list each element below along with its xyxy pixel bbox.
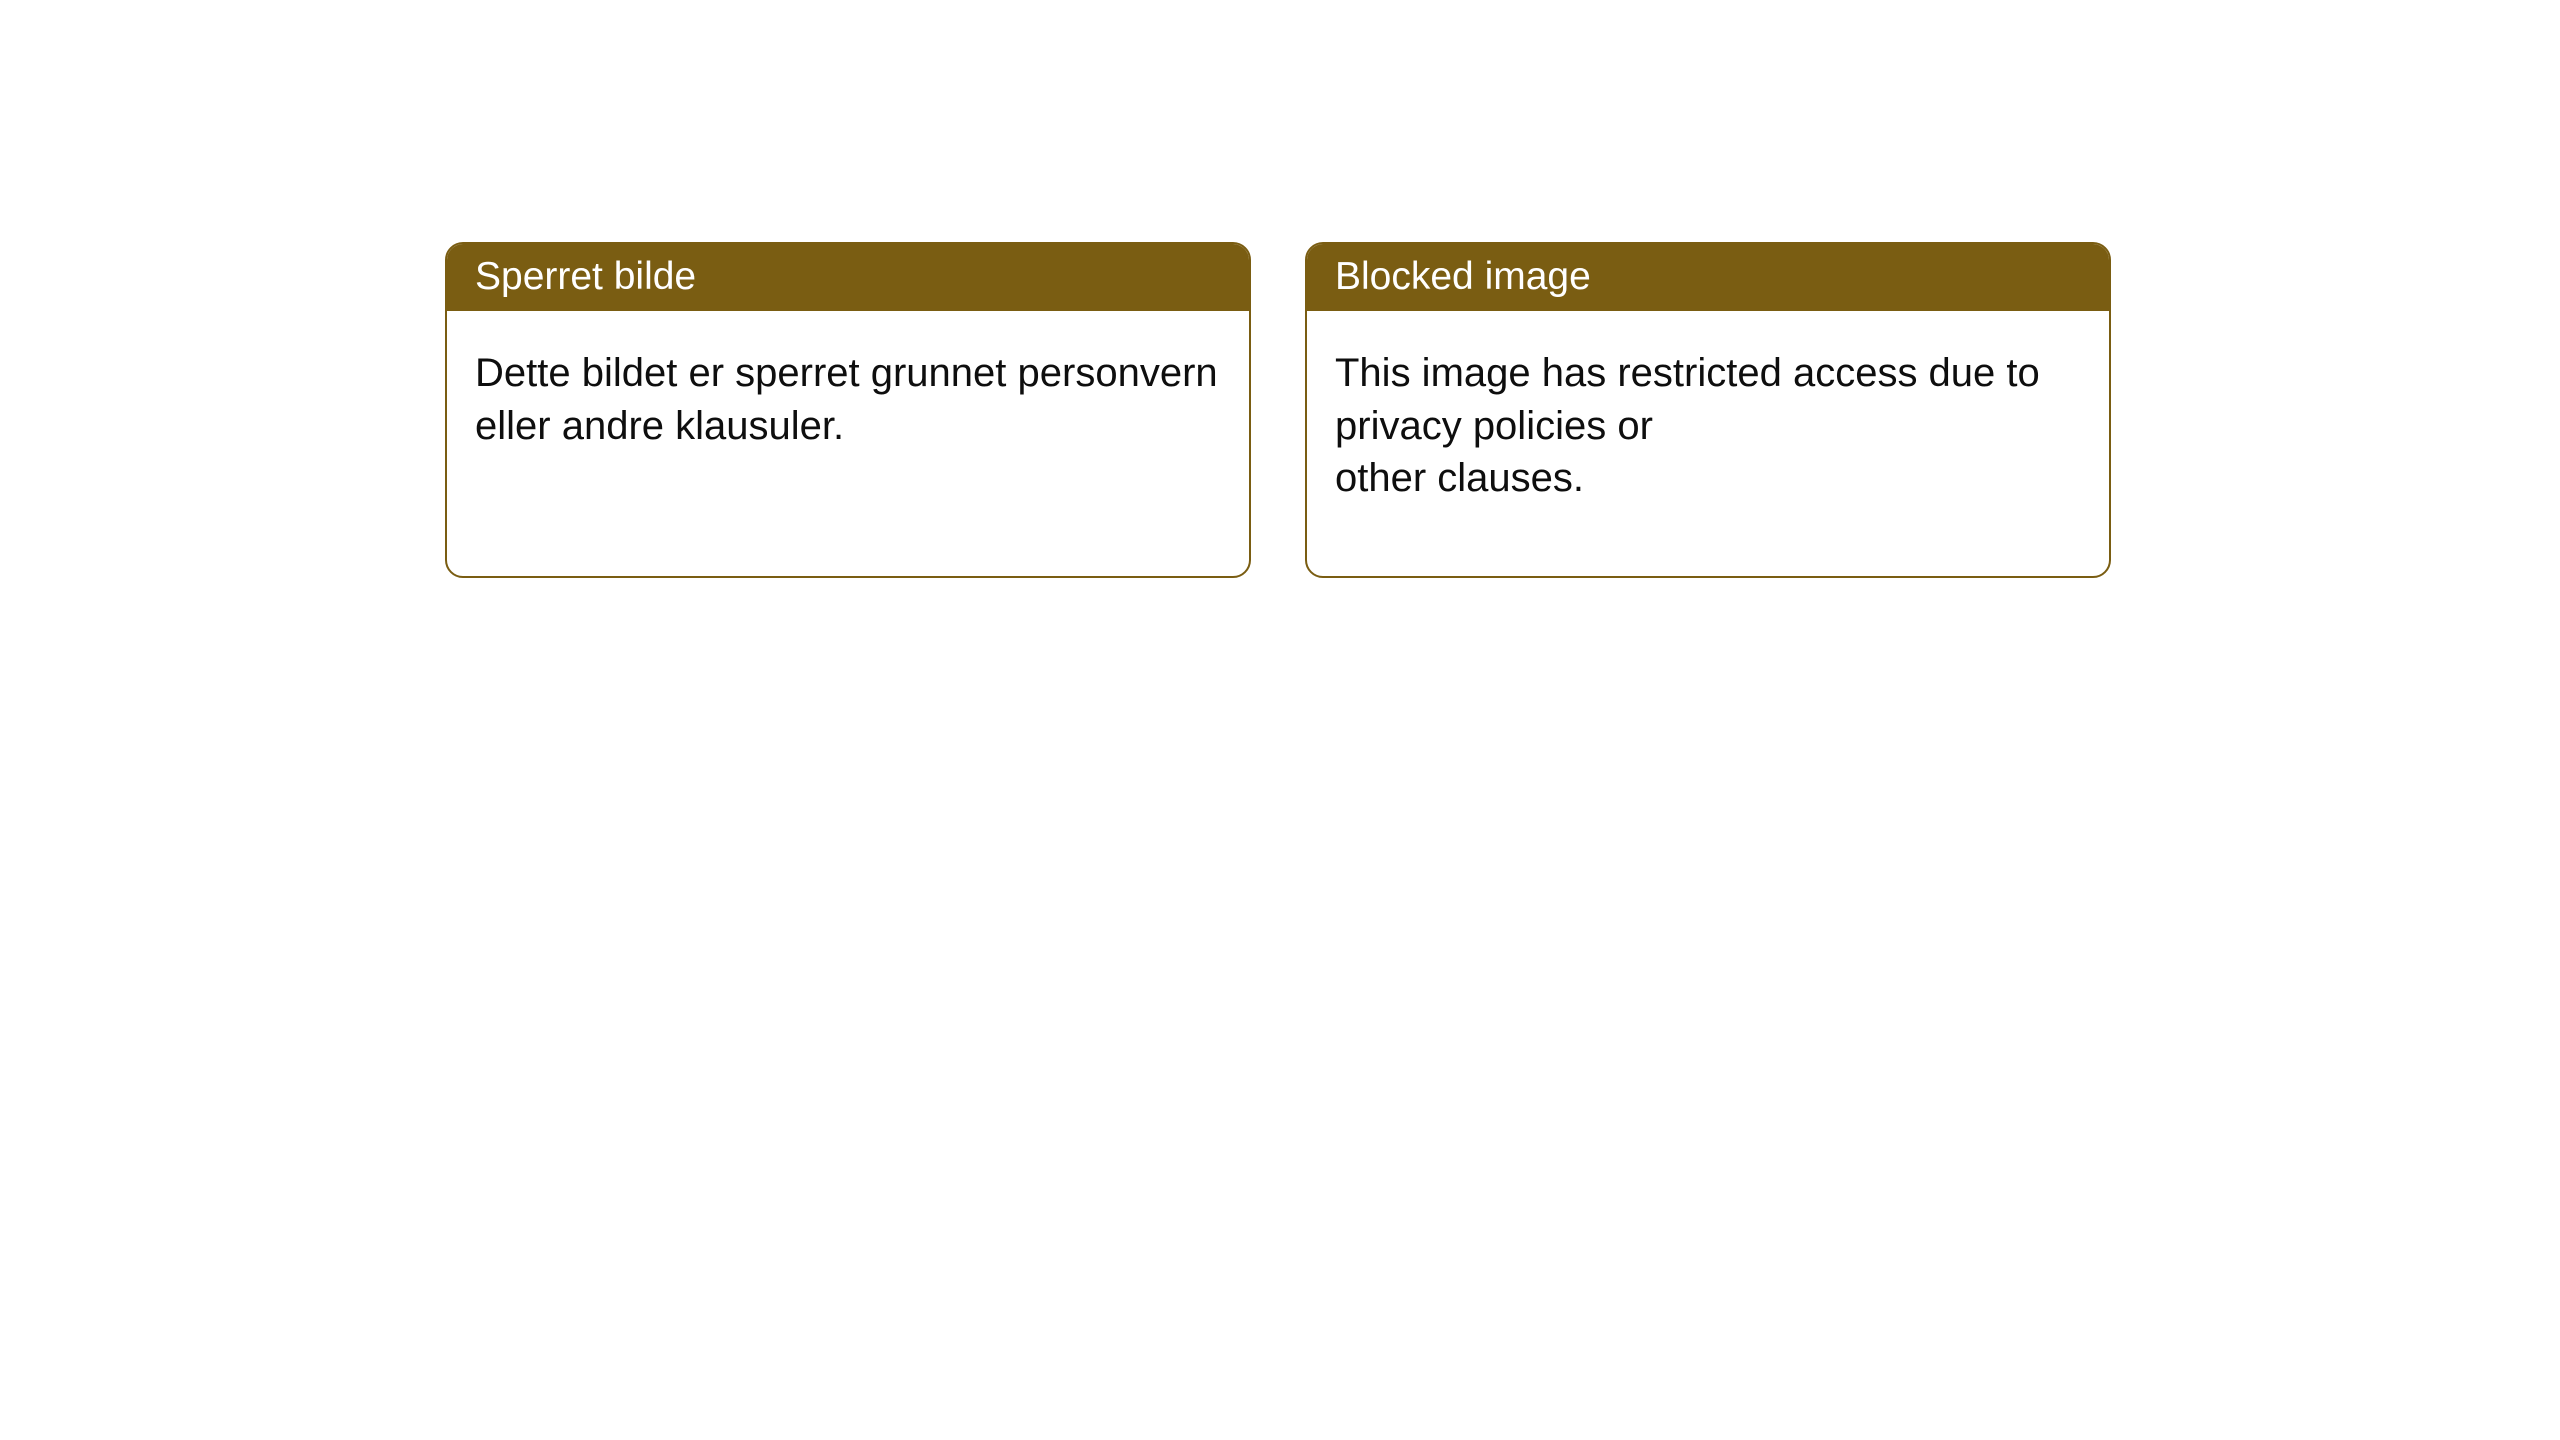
notice-body: Dette bildet er sperret grunnet personve… (447, 311, 1249, 489)
notice-body: This image has restricted access due to … (1307, 311, 2109, 541)
notice-card-norwegian: Sperret bilde Dette bildet er sperret gr… (445, 242, 1251, 578)
notice-container: Sperret bilde Dette bildet er sperret gr… (0, 0, 2560, 578)
notice-header: Sperret bilde (447, 244, 1249, 311)
notice-header: Blocked image (1307, 244, 2109, 311)
notice-card-english: Blocked image This image has restricted … (1305, 242, 2111, 578)
